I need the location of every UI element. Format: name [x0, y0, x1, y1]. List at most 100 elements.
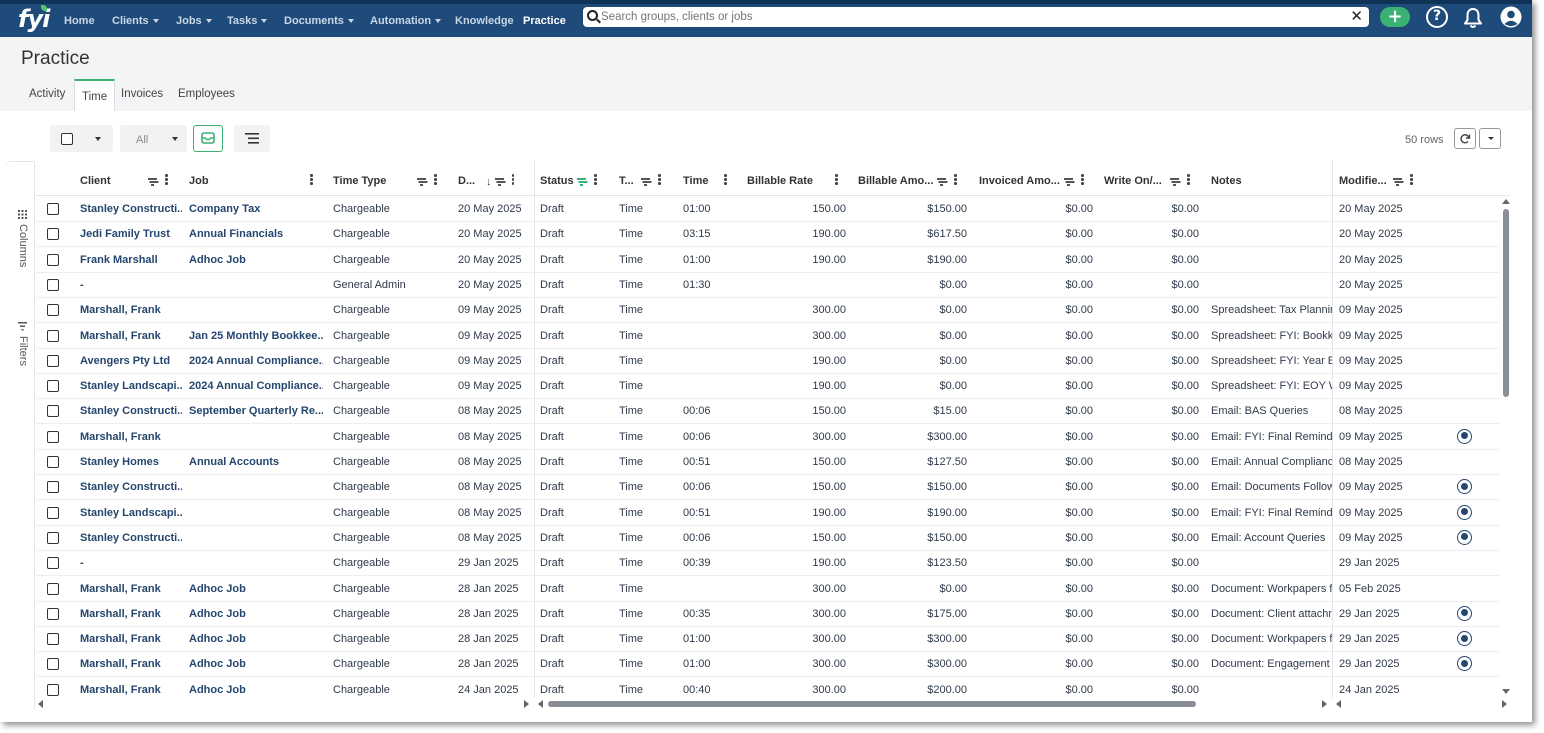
locked-entry-icon[interactable]	[1457, 631, 1472, 647]
cell-client[interactable]: Marshall, Frank	[80, 329, 161, 342]
table-row[interactable]: Marshall, Frank Jan 25 Monthly Bookkee...…	[36, 324, 1500, 349]
cell-job[interactable]: Adhoc Job	[189, 658, 246, 671]
column-menu-icon[interactable]	[310, 174, 313, 186]
status-filter-select[interactable]: All	[120, 125, 187, 152]
row-checkbox[interactable]	[47, 228, 59, 241]
scroll-right-icon[interactable]	[524, 700, 529, 708]
cell-client[interactable]: Stanley Landscapi...	[80, 506, 182, 519]
filter-active-icon[interactable]	[577, 178, 586, 186]
horizontal-scroll-thumb[interactable]	[548, 701, 1196, 707]
cell-job[interactable]: September Quarterly Re...	[189, 405, 323, 418]
filter-icon[interactable]	[494, 178, 504, 186]
filter-icon[interactable]	[1064, 178, 1073, 186]
filter-icon[interactable]	[417, 178, 426, 186]
scroll-left-icon[interactable]	[38, 700, 43, 708]
cell-job[interactable]: 2024 Annual Compliance...	[189, 354, 323, 367]
row-checkbox[interactable]	[47, 354, 59, 367]
nav-practice[interactable]: Practice	[523, 15, 566, 27]
add-new-button[interactable]: +	[1380, 7, 1410, 27]
cell-job[interactable]: Adhoc Job	[189, 683, 246, 696]
filter-icon[interactable]	[641, 178, 650, 186]
row-checkbox[interactable]	[47, 633, 59, 646]
table-row[interactable]: - General Admin 20 May 2025 Draft Time 01:30 $…	[36, 273, 1500, 298]
scroll-left-icon[interactable]	[1336, 700, 1341, 708]
vertical-scroll-thumb[interactable]	[1503, 209, 1509, 397]
filter-icon[interactable]	[1170, 178, 1179, 186]
table-row[interactable]: Stanley Landscapi... Chargeable 08 May 202…	[36, 501, 1500, 526]
cell-client[interactable]: Stanley Constructi...	[80, 405, 182, 418]
table-row[interactable]: Marshall, Frank Adhoc Job Chargeable 28 Jan…	[36, 652, 1500, 678]
filter-icon[interactable]	[1393, 178, 1402, 186]
locked-entry-icon[interactable]	[1457, 656, 1472, 672]
table-row[interactable]: Marshall, Frank Adhoc Job Chargeable 28 Jan…	[36, 577, 1500, 602]
cell-job[interactable]: Adhoc Job	[189, 607, 246, 620]
cell-client[interactable]: Stanley Homes	[80, 456, 159, 468]
column-header-time-type[interactable]: Time Type	[333, 175, 387, 187]
row-checkbox[interactable]	[47, 253, 59, 266]
more-options-dropdown[interactable]	[1479, 128, 1501, 149]
tab-time[interactable]: Time	[74, 79, 116, 111]
group-by-button[interactable]	[234, 125, 270, 152]
sort-descending-icon[interactable]: ↓	[486, 176, 492, 188]
table-row[interactable]: Marshall, Frank Chargeable 08 May 2025 Draf…	[36, 425, 1500, 450]
column-menu-icon[interactable]	[954, 174, 957, 186]
cell-client[interactable]: -	[80, 557, 84, 570]
column-header-billable-rate[interactable]: Billable Rate	[747, 175, 814, 187]
cell-job[interactable]: Jan 25 Monthly Bookkee...	[189, 329, 323, 342]
global-search[interactable]: ✕	[583, 7, 1369, 27]
table-row[interactable]: Stanley Constructi... Chargeable 08 May 20…	[36, 475, 1500, 501]
table-row[interactable]: Marshall, Frank Adhoc Job Chargeable 28 Jan…	[36, 602, 1500, 627]
cell-client[interactable]: Marshall, Frank	[80, 430, 161, 443]
table-row[interactable]: Stanley Landscapi... 2024 Annual Complian…	[36, 374, 1500, 400]
cell-client[interactable]: Marshall, Frank	[80, 633, 161, 646]
row-checkbox[interactable]	[47, 304, 59, 317]
row-checkbox[interactable]	[47, 582, 59, 595]
table-row[interactable]: Marshall, Frank Adhoc Job Chargeable 28 Jan…	[36, 627, 1500, 653]
column-header-invoiced-amount[interactable]: Invoiced Amo...	[979, 175, 1060, 187]
filter-icon[interactable]	[937, 178, 946, 186]
clear-search-icon[interactable]: ✕	[1350, 7, 1363, 25]
table-row[interactable]: Marshall, Frank Adhoc Job Chargeable 24 Jan…	[36, 678, 1500, 698]
fyi-logo[interactable]: fyi	[18, 5, 50, 33]
locked-entry-icon[interactable]	[1457, 504, 1472, 520]
cell-job[interactable]: Adhoc Job	[189, 253, 246, 266]
row-checkbox[interactable]	[47, 683, 59, 696]
refresh-button[interactable]	[1454, 128, 1476, 149]
tab-invoices[interactable]: Invoices	[121, 88, 164, 100]
tab-employees[interactable]: Employees	[178, 88, 235, 100]
column-header-time[interactable]: Time	[683, 175, 709, 187]
locked-entry-icon[interactable]	[1457, 529, 1472, 545]
scroll-right-icon[interactable]	[1322, 700, 1327, 708]
cell-client[interactable]: -	[80, 278, 84, 291]
column-menu-icon[interactable]	[434, 174, 437, 186]
cell-client[interactable]: Marshall, Frank	[80, 304, 161, 317]
row-checkbox[interactable]	[47, 557, 59, 570]
nav-tasks[interactable]: Tasks	[227, 15, 268, 27]
locked-entry-icon[interactable]	[1457, 428, 1472, 444]
column-header-billable-amount[interactable]: Billable Amo...	[858, 175, 934, 187]
table-row[interactable]: Stanley Constructi... Chargeable 08 May 20…	[36, 526, 1500, 551]
cell-client[interactable]: Marshall, Frank	[80, 607, 161, 620]
cell-client[interactable]: Frank Marshall	[80, 253, 158, 266]
column-menu-icon[interactable]	[511, 174, 515, 186]
cell-client[interactable]: Marshall, Frank	[80, 683, 161, 696]
table-row[interactable]: Stanley Homes Annual Accounts Chargeable 08…	[36, 450, 1500, 475]
cell-job[interactable]: Annual Accounts	[189, 456, 280, 468]
table-row[interactable]: Frank Marshall Adhoc Job Chargeable 20 May …	[36, 248, 1500, 273]
column-header-write-on[interactable]: Write On/...	[1104, 175, 1162, 187]
row-checkbox[interactable]	[47, 607, 59, 620]
row-checkbox[interactable]	[47, 278, 59, 291]
column-menu-icon[interactable]	[724, 174, 727, 186]
locked-entry-icon[interactable]	[1457, 479, 1472, 495]
column-header-modified[interactable]: Modifie...	[1339, 175, 1387, 187]
nav-clients[interactable]: Clients	[112, 15, 159, 27]
scroll-right-icon[interactable]	[1502, 700, 1507, 708]
row-checkbox[interactable]	[47, 658, 59, 671]
row-checkbox[interactable]	[47, 405, 59, 418]
cell-client[interactable]: Stanley Constructi...	[80, 481, 182, 494]
nav-knowledge[interactable]: Knowledge	[455, 15, 514, 27]
cell-job[interactable]: Annual Financials	[189, 228, 284, 241]
row-checkbox[interactable]	[47, 506, 59, 519]
table-row[interactable]: Jedi Family Trust Annual Financials Charge…	[36, 222, 1500, 248]
notifications-bell-icon[interactable]	[1463, 7, 1483, 29]
